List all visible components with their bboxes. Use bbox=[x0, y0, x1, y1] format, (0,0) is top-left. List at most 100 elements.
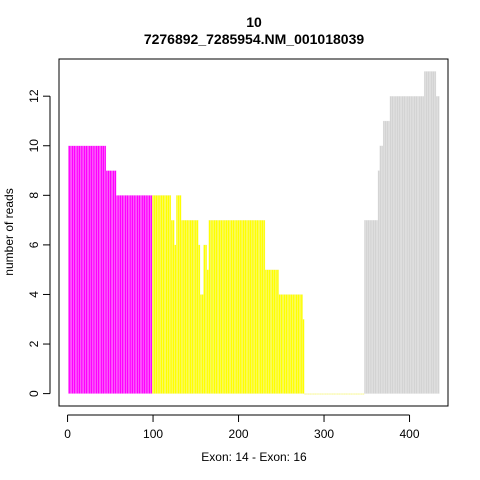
bar-exon16 bbox=[413, 96, 416, 394]
chart-subtitle: 7276892_7285954.NM_001018039 bbox=[144, 31, 365, 47]
bar-intron bbox=[153, 195, 156, 394]
bar-intron bbox=[300, 294, 303, 394]
bar-exon16 bbox=[396, 96, 399, 394]
bar-intron bbox=[217, 219, 219, 394]
bar-exon16 bbox=[423, 71, 426, 394]
bar-exon14 bbox=[75, 145, 78, 394]
bar-exon14 bbox=[133, 195, 136, 394]
bar-intron bbox=[242, 219, 245, 394]
bar-intron bbox=[179, 195, 182, 394]
bar-intron bbox=[152, 195, 155, 394]
bar-intron bbox=[268, 269, 271, 394]
bar-exon14 bbox=[122, 195, 125, 394]
bar-exon14 bbox=[146, 195, 149, 394]
bar-exon16 bbox=[382, 120, 385, 394]
bar-exon16 bbox=[411, 96, 414, 394]
bar-intron bbox=[326, 393, 329, 395]
bar-intron bbox=[181, 219, 184, 394]
bar-intron bbox=[230, 219, 233, 394]
bar-intron bbox=[295, 294, 298, 394]
bar-exon14 bbox=[95, 145, 98, 394]
bar-exon14 bbox=[73, 145, 76, 394]
bar-intron bbox=[336, 393, 339, 395]
chart-title: 10 bbox=[246, 14, 262, 30]
bar-intron bbox=[232, 219, 235, 394]
bar-intron bbox=[184, 219, 187, 394]
bar-exon16 bbox=[422, 96, 425, 394]
bar-intron bbox=[290, 294, 293, 394]
bar-intron bbox=[160, 195, 163, 394]
bar-intron bbox=[357, 393, 360, 395]
bar-intron bbox=[292, 294, 295, 394]
bar-exon14 bbox=[71, 145, 74, 394]
bar-exon14 bbox=[126, 195, 129, 394]
bar-intron bbox=[312, 393, 315, 395]
bar-intron bbox=[341, 393, 344, 395]
y-tick-label: 0 bbox=[27, 390, 41, 397]
bar-intron bbox=[263, 219, 266, 394]
bar-intron bbox=[155, 195, 158, 394]
bar-exon16 bbox=[406, 96, 409, 394]
bar-intron bbox=[340, 393, 343, 395]
bar-intron bbox=[194, 219, 197, 394]
bar-intron bbox=[229, 219, 231, 394]
bar-exon14 bbox=[117, 195, 120, 394]
bar-intron bbox=[324, 393, 327, 395]
bar-intron bbox=[331, 393, 334, 395]
bar-exon14 bbox=[119, 195, 122, 394]
bar-intron bbox=[293, 294, 296, 394]
bar-exon16 bbox=[434, 71, 437, 394]
bar-intron bbox=[254, 219, 257, 394]
bar-exon14 bbox=[107, 170, 110, 394]
bar-exon16 bbox=[370, 219, 373, 394]
bar-intron bbox=[208, 219, 211, 394]
bar-exon14 bbox=[68, 145, 71, 394]
bar-intron bbox=[346, 393, 349, 395]
bar-intron bbox=[276, 269, 279, 394]
y-tick-label: 2 bbox=[27, 340, 41, 347]
bar-intron bbox=[270, 269, 273, 394]
x-tick-label: 100 bbox=[143, 427, 163, 441]
bar-intron bbox=[223, 219, 226, 394]
bar-intron bbox=[199, 294, 202, 394]
bar-intron bbox=[187, 219, 190, 394]
bar-exon14 bbox=[109, 170, 112, 394]
bar-exon16 bbox=[435, 96, 438, 394]
bar-intron bbox=[244, 219, 247, 394]
bar-intron bbox=[169, 195, 172, 394]
bar-intron bbox=[333, 393, 336, 395]
bar-exon14 bbox=[78, 145, 81, 394]
bar-intron bbox=[362, 393, 365, 395]
bar-exon16 bbox=[377, 170, 380, 394]
bar-exon16 bbox=[369, 219, 372, 394]
bar-exon16 bbox=[398, 96, 401, 394]
bar-intron bbox=[283, 294, 286, 394]
bar-intron bbox=[328, 393, 331, 395]
bar-exon14 bbox=[92, 145, 95, 394]
bar-exon14 bbox=[97, 145, 100, 394]
bar-intron bbox=[319, 393, 322, 395]
bar-intron bbox=[275, 269, 278, 394]
bar-intron bbox=[201, 294, 204, 394]
x-axis: 0 100 200 300 400 bbox=[64, 414, 420, 441]
bars-layer bbox=[68, 71, 440, 395]
bar-exon16 bbox=[405, 96, 408, 394]
bar-intron bbox=[261, 219, 264, 394]
bar-intron bbox=[174, 244, 177, 394]
bar-exon14 bbox=[134, 195, 137, 394]
bar-exon16 bbox=[367, 219, 370, 394]
bar-intron bbox=[348, 393, 351, 395]
bar-intron bbox=[215, 219, 218, 394]
bar-intron bbox=[220, 219, 223, 394]
bar-exon14 bbox=[81, 145, 84, 394]
bar-intron bbox=[237, 219, 240, 394]
bar-exon14 bbox=[85, 145, 88, 394]
bar-exon16 bbox=[379, 145, 382, 394]
bar-exon14 bbox=[105, 170, 108, 394]
bar-intron bbox=[282, 294, 284, 394]
bar-exon16 bbox=[389, 96, 392, 394]
x-tick-label: 300 bbox=[314, 427, 334, 441]
bar-intron bbox=[256, 219, 259, 394]
bar-exon14 bbox=[136, 195, 139, 394]
bar-exon14 bbox=[131, 195, 134, 394]
